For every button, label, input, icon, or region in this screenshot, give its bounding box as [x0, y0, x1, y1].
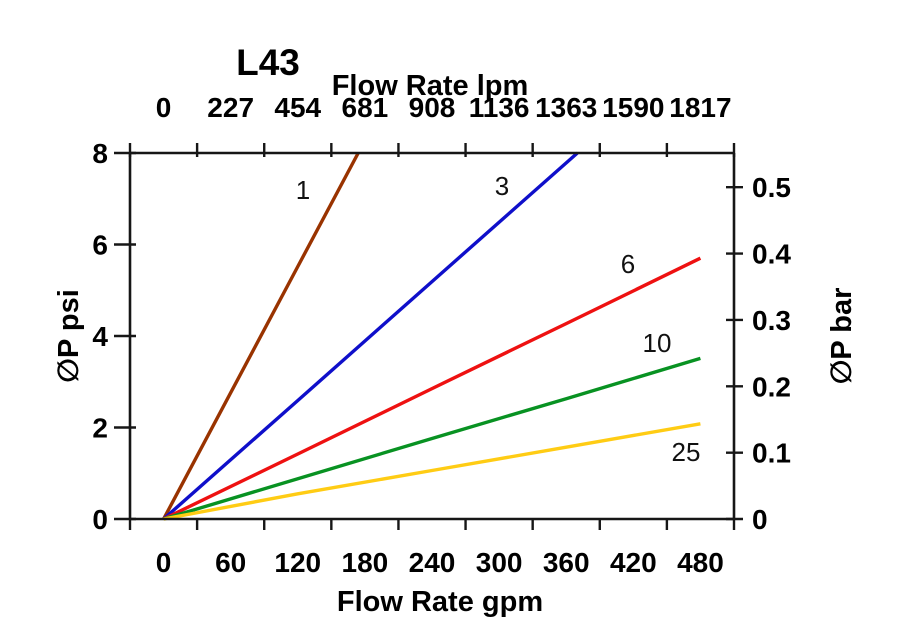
- series-line-6: [162, 256, 702, 521]
- bottom-axis-tick-label: 420: [610, 547, 657, 578]
- left-axis-tick-label: 8: [92, 138, 108, 169]
- series-line-1: [162, 152, 360, 520]
- bottom-axis-tick-label: 240: [409, 547, 456, 578]
- right-axis-tick-label: 0.2: [752, 371, 791, 402]
- bottom-axis-tick-label: 0: [156, 547, 172, 578]
- left-axis-tick-label: 4: [92, 321, 108, 352]
- top-axis-tick-label: 454: [274, 92, 321, 123]
- left-axis-title: ∅P psi: [53, 289, 85, 383]
- right-axis-title: ∅P bar: [826, 288, 858, 385]
- bottom-axis-tick-label: 480: [677, 547, 724, 578]
- left-axis-tick-label: 6: [92, 230, 108, 261]
- top-axis-title: Flow Rate lpm: [332, 70, 529, 102]
- right-axis-tick-label: 0.5: [752, 172, 791, 203]
- right-axis-tick-label: 0.1: [752, 438, 791, 469]
- bottom-axis-tick-label: 120: [274, 547, 321, 578]
- top-axis-tick-label: 908: [409, 92, 456, 123]
- right-axis-tick-label: 0.3: [752, 305, 791, 336]
- top-axis-tick-label: 1590: [602, 92, 664, 123]
- top-axis-tick-label: 1363: [535, 92, 597, 123]
- bottom-axis-tick-label: 300: [476, 547, 523, 578]
- chart-title: L43: [236, 42, 300, 83]
- right-axis-tick-label: 0: [752, 504, 768, 535]
- top-axis-tick-label: 227: [207, 92, 254, 123]
- series-line-25: [163, 422, 701, 521]
- series-label-1: 1: [296, 175, 310, 205]
- top-axis-tick-label: 1817: [669, 92, 731, 123]
- bottom-axis-tick-label: 60: [215, 547, 246, 578]
- series-line-10: [163, 356, 701, 521]
- series-label-25: 25: [672, 437, 701, 467]
- bottom-axis-title: Flow Rate gpm: [337, 586, 543, 618]
- bottom-axis-tick-label: 360: [543, 547, 590, 578]
- top-axis-tick-label: 0: [156, 92, 172, 123]
- series-label-10: 10: [643, 328, 672, 358]
- top-axis-tick-label: 681: [342, 92, 389, 123]
- series-line-3: [162, 151, 579, 521]
- left-axis-tick-label: 2: [92, 413, 108, 444]
- bottom-axis-tick-label: 180: [342, 547, 389, 578]
- series-label-6: 6: [621, 249, 635, 279]
- left-axis-tick-label: 0: [92, 504, 108, 535]
- series-label-3: 3: [495, 171, 509, 201]
- right-axis-tick-label: 0.4: [752, 239, 791, 270]
- top-axis-tick-label: 1136: [469, 92, 530, 123]
